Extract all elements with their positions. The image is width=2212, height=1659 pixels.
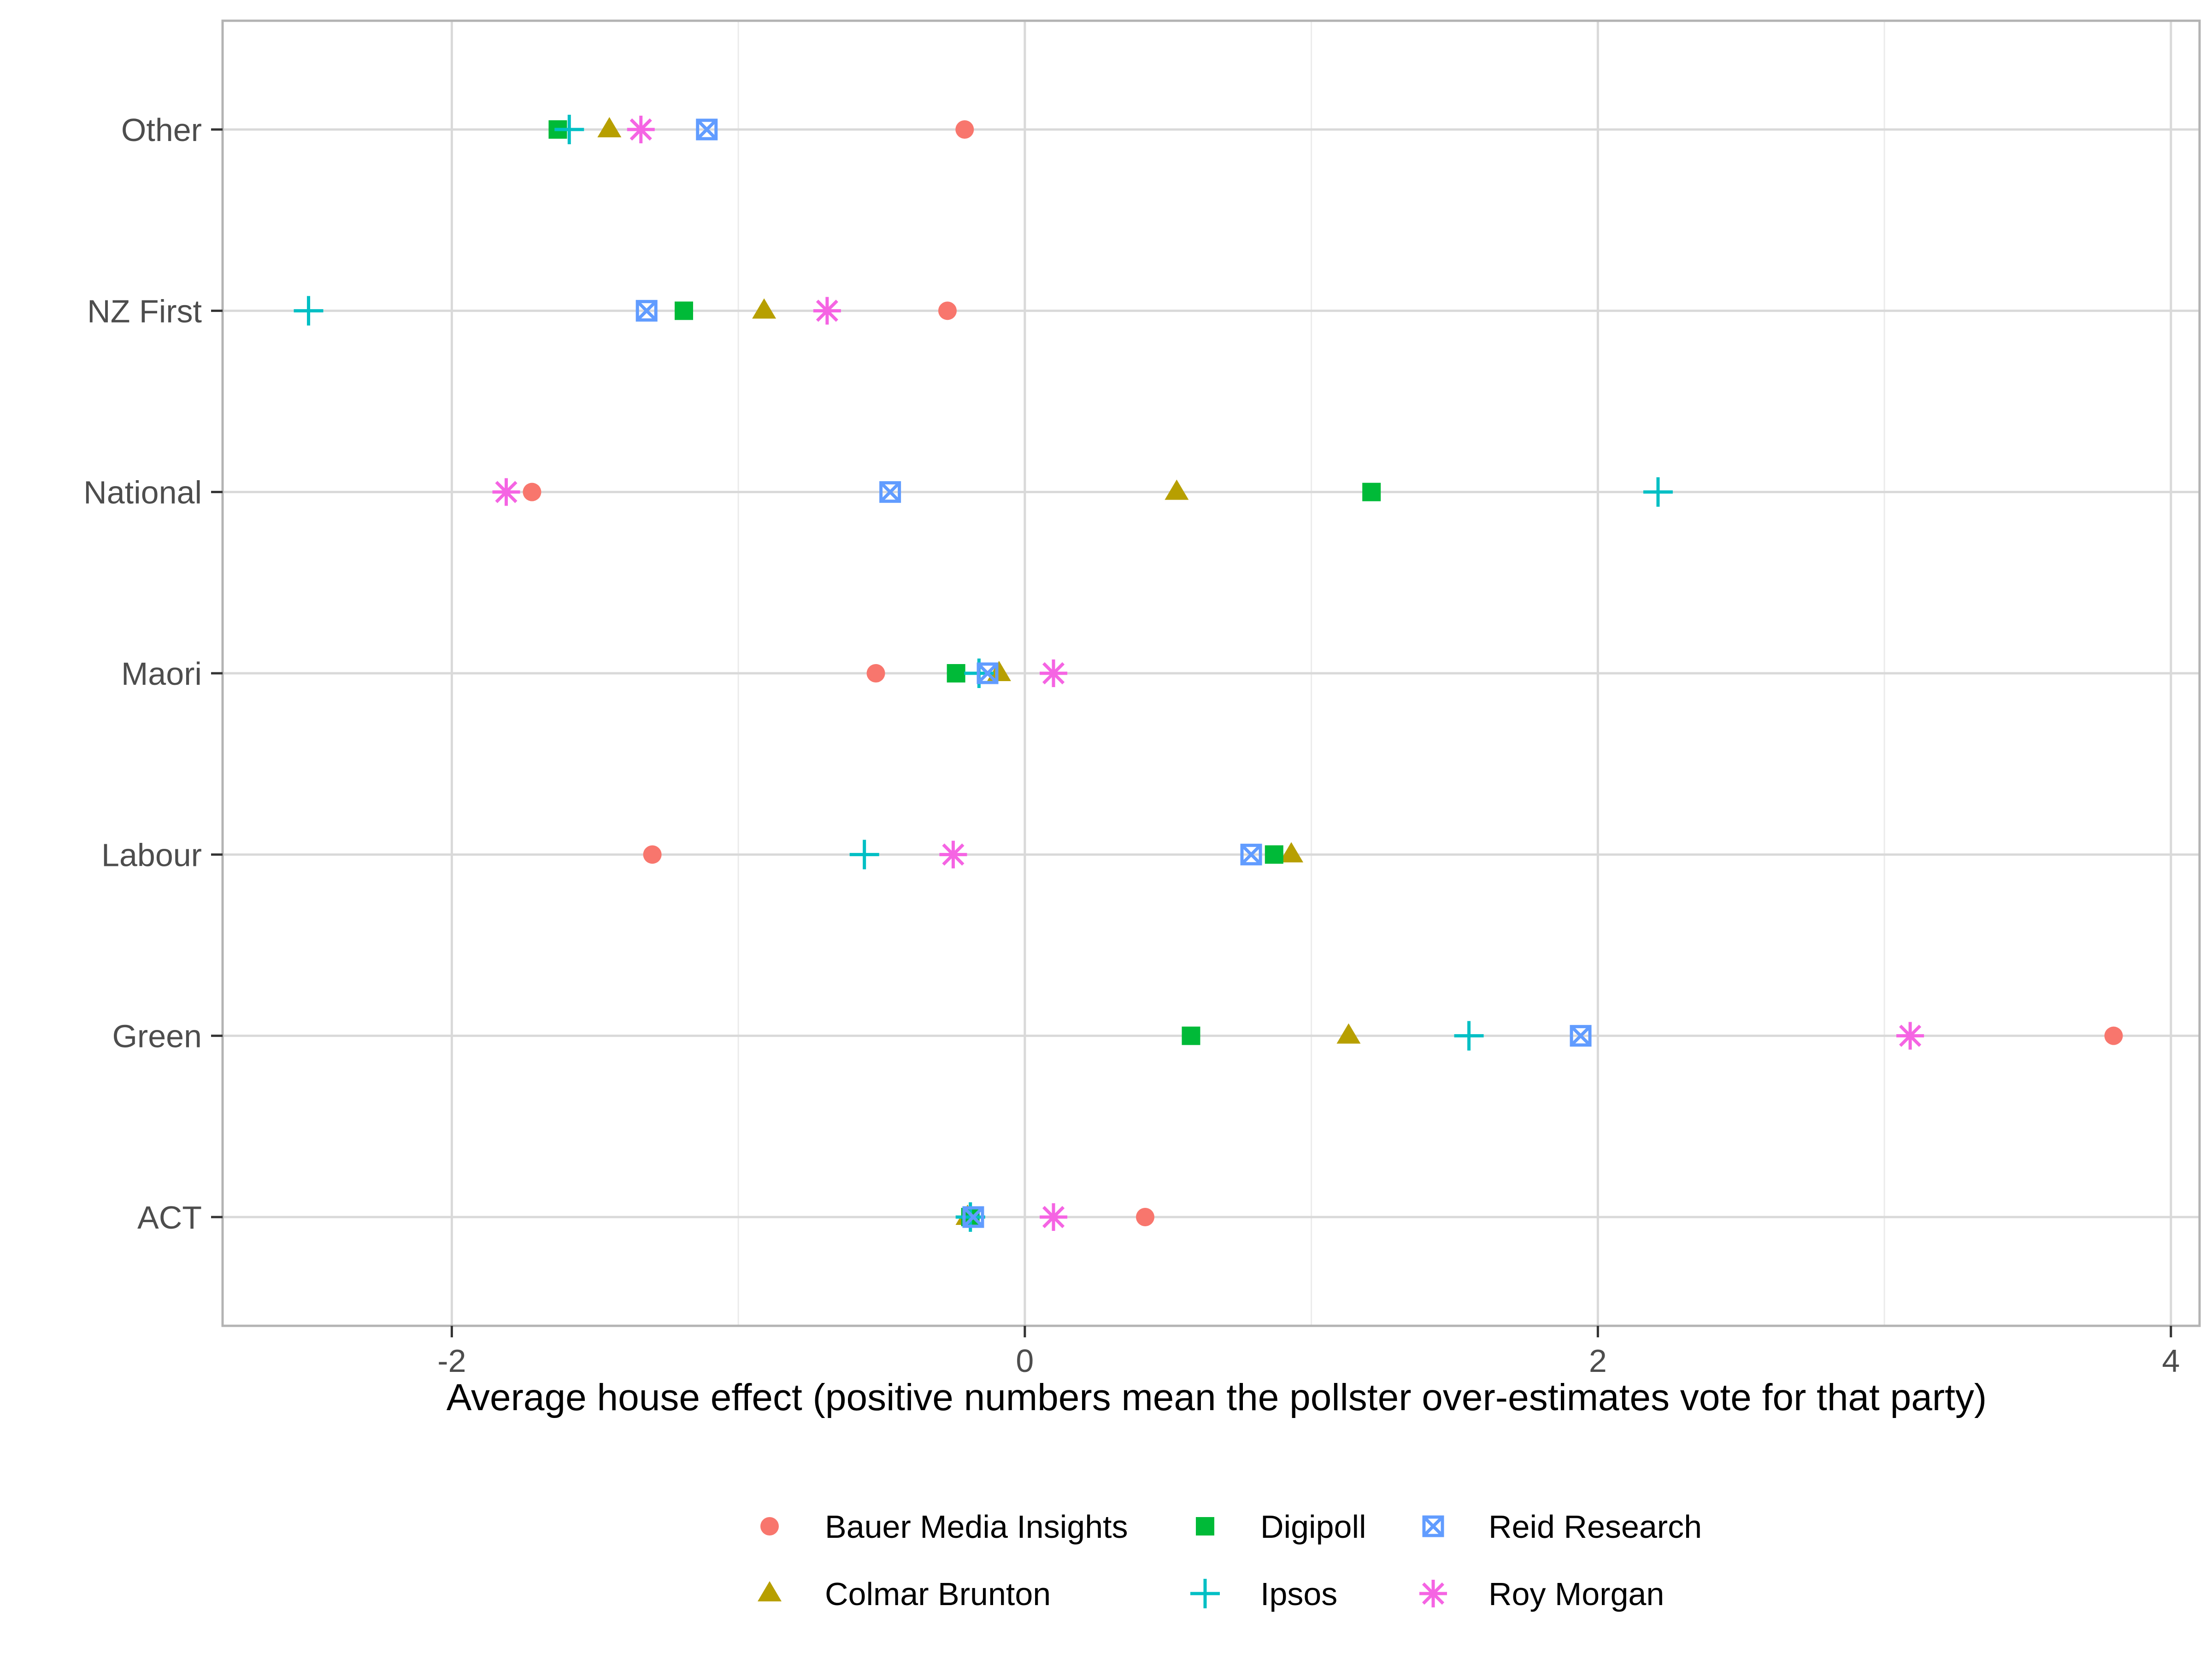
point-ipsos-labour: [849, 840, 879, 870]
point-roy-morgan-nz-first: [813, 297, 841, 325]
grid-lines: [223, 21, 2200, 1326]
legend-item-digipoll: Digipoll: [1196, 1509, 1366, 1545]
legend-key-roy-morgan: [1419, 1580, 1447, 1607]
point-reid-research-maori: [977, 662, 999, 684]
point-colmar-brunton-maori: [987, 661, 1011, 681]
legend-item-reid-research: Reid Research: [1422, 1509, 1702, 1545]
legend-key-bauer-media-insights: [760, 1517, 779, 1535]
point-colmar-brunton-green: [1336, 1023, 1361, 1044]
point-digipoll-labour: [1265, 845, 1283, 864]
legend-label-bauer-media-insights: Bauer Media Insights: [825, 1509, 1128, 1545]
legend-key-ipsos: [1190, 1579, 1220, 1608]
legend-key-digipoll: [1196, 1517, 1214, 1535]
y-tick-label-other: Other: [121, 112, 202, 148]
legend-key-colmar-brunton: [758, 1581, 782, 1601]
point-bauer-media-insights-other: [955, 120, 974, 139]
point-roy-morgan-maori: [1040, 659, 1068, 687]
data-points: [294, 115, 2123, 1232]
legend-label-digipoll: Digipoll: [1260, 1509, 1366, 1545]
y-tick-label-maori: Maori: [121, 656, 202, 692]
point-roy-morgan-national: [492, 478, 520, 506]
point-digipoll-nz-first: [675, 301, 693, 320]
legend-item-ipsos: Ipsos: [1190, 1576, 1337, 1612]
y-tick-label-act: ACT: [137, 1200, 202, 1235]
point-roy-morgan-act: [1040, 1203, 1068, 1231]
point-bauer-media-insights-labour: [643, 845, 662, 864]
point-bauer-media-insights-green: [2104, 1026, 2123, 1045]
point-reid-research-act: [962, 1206, 984, 1228]
point-reid-research-green: [1570, 1025, 1592, 1047]
point-reid-research-labour: [1240, 843, 1262, 865]
y-tick-label-nz-first: NZ First: [87, 293, 202, 329]
point-digipoll-green: [1182, 1026, 1200, 1045]
legend-label-reid-research: Reid Research: [1488, 1509, 1702, 1545]
legend-item-roy-morgan: Roy Morgan: [1419, 1576, 1664, 1612]
point-colmar-brunton-nz-first: [752, 298, 777, 319]
point-colmar-brunton-labour: [1279, 842, 1304, 863]
point-roy-morgan-labour: [939, 841, 967, 869]
legend-item-colmar-brunton: Colmar Brunton: [758, 1576, 1051, 1612]
point-colmar-brunton-national: [1165, 479, 1189, 500]
legend-label-ipsos: Ipsos: [1260, 1576, 1337, 1612]
x-tick-label: 4: [2162, 1343, 2180, 1379]
x-tick-label: -2: [437, 1343, 466, 1379]
point-bauer-media-insights-national: [523, 482, 541, 501]
legend: Bauer Media Insights Digipoll Reid Researc…: [758, 1509, 1702, 1612]
point-ipsos-green: [1454, 1021, 1484, 1051]
legend-label-colmar-brunton: Colmar Brunton: [825, 1576, 1051, 1612]
point-roy-morgan-green: [1896, 1022, 1924, 1050]
point-digipoll-national: [1362, 482, 1381, 501]
point-ipsos-national: [1643, 477, 1673, 507]
x-axis-title: Average house effect (positive numbers m…: [447, 1377, 1987, 1418]
legend-key-reid-research: [1422, 1515, 1444, 1537]
point-bauer-media-insights-maori: [866, 664, 885, 682]
point-reid-research-nz-first: [635, 300, 658, 322]
x-tick-label: 2: [1589, 1343, 1607, 1379]
y-axis: ACT Green Labour Maori National NZ First Other: [83, 112, 223, 1235]
point-reid-research-national: [879, 481, 901, 503]
x-tick-label: 0: [1016, 1343, 1034, 1379]
point-reid-research-other: [696, 118, 718, 141]
y-tick-label-national: National: [83, 475, 202, 511]
point-roy-morgan-other: [627, 116, 655, 143]
y-tick-label-labour: Labour: [101, 837, 202, 873]
y-tick-label-green: Green: [112, 1018, 202, 1054]
point-digipoll-maori: [947, 664, 965, 682]
point-ipsos-nz-first: [294, 296, 324, 326]
point-colmar-brunton-other: [597, 117, 622, 137]
point-ipsos-other: [554, 115, 584, 144]
legend-item-bauer-media-insights: Bauer Media Insights: [760, 1509, 1128, 1545]
legend-label-roy-morgan: Roy Morgan: [1488, 1576, 1664, 1612]
point-bauer-media-insights-act: [1136, 1208, 1154, 1226]
point-bauer-media-insights-nz-first: [938, 301, 957, 320]
x-axis: -2 0 2 4: [437, 1326, 2180, 1379]
